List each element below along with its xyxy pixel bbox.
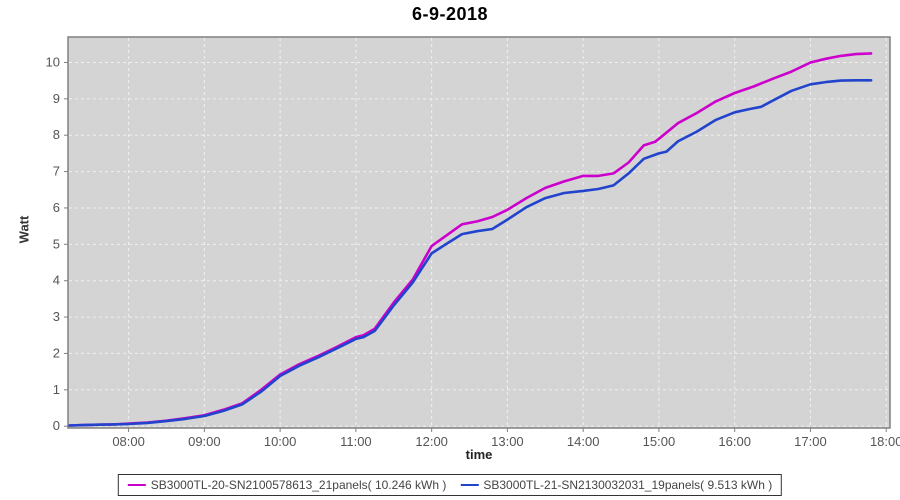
- x-tick-label: 09:00: [188, 434, 221, 449]
- x-tick-label: 10:00: [264, 434, 297, 449]
- x-tick-label: 12:00: [415, 434, 448, 449]
- legend-item-2: SB3000TL-21-SN2130032031_19panels( 9.513…: [460, 478, 772, 492]
- y-tick-label: 8: [53, 127, 60, 142]
- legend-label: SB3000TL-21-SN2130032031_19panels( 9.513…: [483, 478, 773, 492]
- y-tick-label: 1: [53, 382, 60, 397]
- x-tick-label: 13:00: [491, 434, 524, 449]
- y-tick-label: 10: [46, 54, 60, 69]
- series-line-2: [68, 79, 873, 427]
- x-tick-label: 08:00: [112, 434, 145, 449]
- legend: SB3000TL-20-SN2100578613_21panels( 10.24…: [117, 474, 783, 496]
- y-tick-label: 0: [53, 418, 60, 433]
- y-tick-label: 9: [53, 91, 60, 106]
- x-tick-label: 18:00: [870, 434, 900, 449]
- y-tick-label: 2: [53, 345, 60, 360]
- plot-background: [67, 36, 891, 429]
- x-tick-label: 16:00: [718, 434, 751, 449]
- y-tick-label: 5: [53, 236, 60, 251]
- x-tick-label: 14:00: [567, 434, 600, 449]
- legend-label: SB3000TL-20-SN2100578613_21panels( 10.24…: [150, 478, 447, 492]
- plot-canvas: 0 1 2 3 4 5 6 7 8 9 10 08:00 09:00 10:00 11:00 12:00 13:…: [46, 36, 900, 449]
- legend-item-1: SB3000TL-20-SN2100578613_21panels( 10.24…: [127, 478, 447, 492]
- y-tick-label: 6: [53, 200, 60, 215]
- x-axis-label: time: [465, 447, 493, 462]
- legend-line-swatch: [127, 484, 146, 486]
- x-tick-label: 17:00: [794, 434, 827, 449]
- y-tick-label: 3: [53, 309, 60, 324]
- x-tick-label: 15:00: [643, 434, 676, 449]
- chart-title: 6-9-2018: [411, 4, 489, 24]
- y-axis-label: Watt: [16, 215, 32, 244]
- x-tick-label: 11:00: [340, 434, 372, 449]
- legend-line-swatch: [460, 484, 479, 486]
- y-tick-label: 4: [53, 273, 60, 288]
- y-tick-label: 7: [53, 164, 60, 179]
